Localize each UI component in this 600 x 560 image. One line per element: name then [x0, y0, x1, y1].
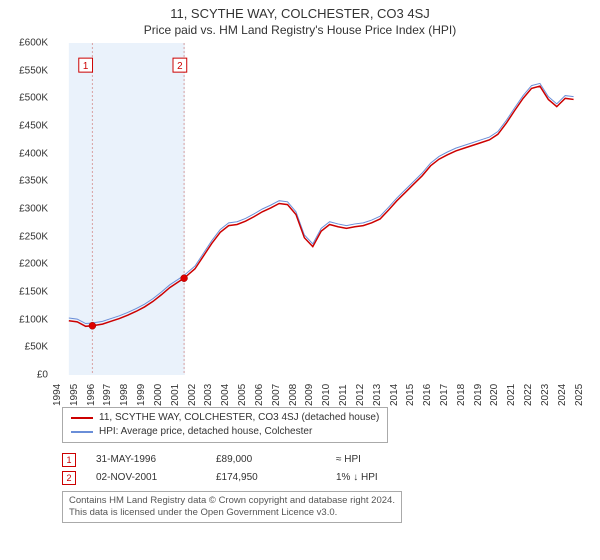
transaction-price: £89,000	[216, 451, 316, 469]
x-tick-label: 2006	[254, 384, 265, 406]
y-tick-label: £200K	[19, 259, 48, 270]
x-tick-label: 2007	[271, 384, 282, 406]
x-tick-label: 2003	[203, 384, 214, 406]
x-axis: 1994 1995 1996 1997 1998 1999 2000 2001 2002 2003…	[52, 375, 582, 403]
x-tick-label: 2024	[557, 384, 568, 406]
y-tick-label: £350K	[19, 176, 48, 187]
x-tick-label: 2008	[288, 384, 299, 406]
x-tick-label: 2001	[170, 384, 181, 406]
y-tick-label: £450K	[19, 121, 48, 132]
transaction-note: ≈ HPI	[336, 451, 436, 469]
legend-label: 11, SCYTHE WAY, COLCHESTER, CO3 4SJ (det…	[99, 411, 379, 425]
x-tick-label: 2011	[338, 384, 349, 406]
x-tick-label: 2016	[422, 384, 433, 406]
x-tick-label: 2014	[389, 384, 400, 406]
x-tick-label: 2019	[473, 384, 484, 406]
y-tick-label: £250K	[19, 231, 48, 242]
x-tick-label: 2005	[237, 384, 248, 406]
y-tick-label: £400K	[19, 148, 48, 159]
page-subtitle: Price paid vs. HM Land Registry's House …	[10, 23, 590, 37]
transaction-note: 1% ↓ HPI	[336, 469, 436, 487]
x-tick-label: 2009	[304, 384, 315, 406]
x-tick-label: 2002	[187, 384, 198, 406]
transaction-row: 2 02-NOV-2001 £174,950 1% ↓ HPI	[62, 469, 590, 487]
footer-license: Contains HM Land Registry data © Crown c…	[62, 491, 402, 523]
legend-label: HPI: Average price, detached house, Colc…	[99, 425, 312, 439]
x-tick-label: 2000	[153, 384, 164, 406]
x-tick-label: 2023	[540, 384, 551, 406]
x-tick-label: 1999	[136, 384, 147, 406]
legend-swatch	[71, 417, 93, 419]
y-tick-label: £550K	[19, 65, 48, 76]
page-title: 11, SCYTHE WAY, COLCHESTER, CO3 4SJ	[10, 6, 590, 21]
transaction-marker: 2	[62, 471, 76, 485]
x-tick-label: 2010	[321, 384, 332, 406]
transaction-row: 1 31-MAY-1996 £89,000 ≈ HPI	[62, 451, 590, 469]
x-tick-label: 1996	[86, 384, 97, 406]
x-tick-label: 2021	[506, 384, 517, 406]
transaction-date: 31-MAY-1996	[96, 451, 196, 469]
legend-row: 11, SCYTHE WAY, COLCHESTER, CO3 4SJ (det…	[71, 411, 379, 425]
x-tick-label: 2022	[523, 384, 534, 406]
y-tick-label: £50K	[25, 342, 48, 353]
x-tick-label: 2018	[456, 384, 467, 406]
y-axis: £0£50K£100K£150K£200K£250K£300K£350K£400…	[10, 43, 50, 375]
plot-area: 12	[52, 43, 582, 375]
x-tick-label: 2025	[574, 384, 585, 406]
svg-text:1: 1	[83, 61, 89, 72]
x-tick-label: 1994	[52, 384, 63, 406]
footer-line-2: This data is licensed under the Open Gov…	[69, 507, 395, 519]
transaction-date: 02-NOV-2001	[96, 469, 196, 487]
chart-legend: 11, SCYTHE WAY, COLCHESTER, CO3 4SJ (det…	[62, 407, 388, 443]
x-tick-label: 1997	[102, 384, 113, 406]
x-tick-label: 2012	[355, 384, 366, 406]
y-tick-label: £500K	[19, 93, 48, 104]
price-chart: £0£50K£100K£150K£200K£250K£300K£350K£400…	[52, 43, 582, 403]
transaction-table: 1 31-MAY-1996 £89,000 ≈ HPI 2 02-NOV-2001 £174…	[62, 451, 590, 487]
transaction-price: £174,950	[216, 469, 316, 487]
y-tick-label: £150K	[19, 287, 48, 298]
x-tick-label: 2020	[489, 384, 500, 406]
footer-line-1: Contains HM Land Registry data © Crown c…	[69, 495, 395, 507]
x-tick-label: 2013	[372, 384, 383, 406]
x-tick-label: 2015	[405, 384, 416, 406]
legend-swatch	[71, 431, 93, 433]
transaction-marker: 1	[62, 453, 76, 467]
svg-text:2: 2	[177, 61, 182, 72]
y-tick-label: £100K	[19, 314, 48, 325]
x-tick-label: 2017	[439, 384, 450, 406]
x-tick-label: 2004	[220, 384, 231, 406]
x-tick-label: 1995	[69, 384, 80, 406]
y-tick-label: £0	[37, 370, 48, 381]
legend-row: HPI: Average price, detached house, Colc…	[71, 425, 379, 439]
y-tick-label: £600K	[19, 38, 48, 49]
x-tick-label: 1998	[119, 384, 130, 406]
y-tick-label: £300K	[19, 204, 48, 215]
